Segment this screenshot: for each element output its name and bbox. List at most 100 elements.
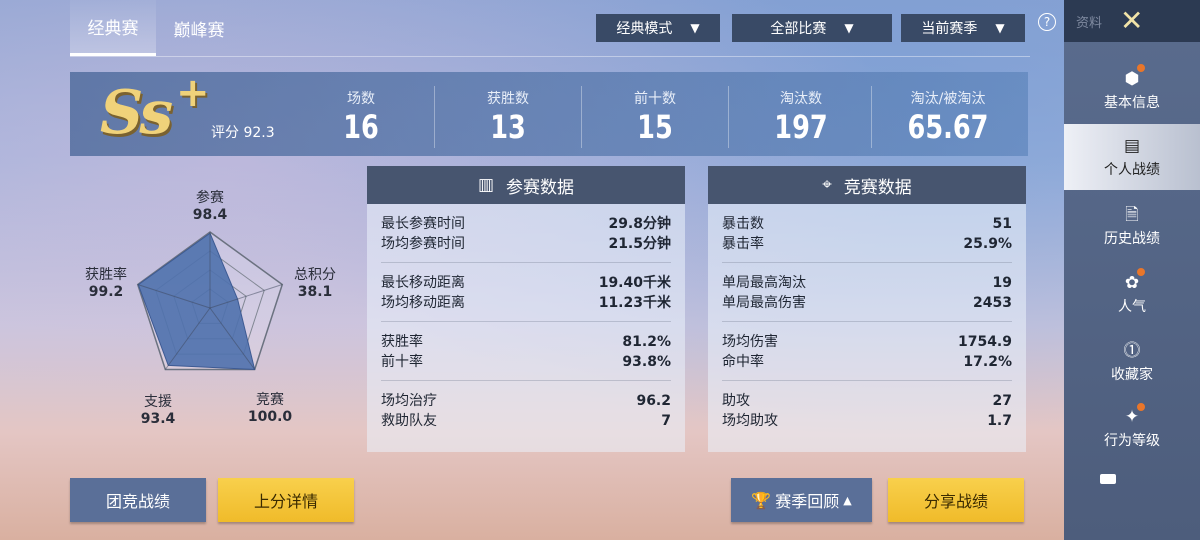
sidebar-item-behavior-level[interactable]: ✦ 行为等级 <box>1064 396 1200 460</box>
panel-header: ▥ 参赛数据 <box>367 166 685 204</box>
divider <box>581 86 582 148</box>
crosshair-icon: ⌖ <box>822 175 832 195</box>
stat-value: 29.8分钟 <box>608 216 671 232</box>
collector-medal-icon: ⓵ <box>1123 340 1141 361</box>
competition-panel: ⌖ 竞赛数据 暴击数 51 暴击率 25.9% 单局最高淘汰 19 单局最高伤害 2453 场均伤… <box>708 166 1026 452</box>
stat-value: 19 <box>992 275 1012 291</box>
stat-row: 场均移动距离 11.23千米 <box>381 293 671 313</box>
sidebar-item-personal-record[interactable]: ▤ 个人战绩 <box>1064 124 1200 190</box>
stat-value: 93.8% <box>622 354 671 370</box>
chevron-up-icon: ▲ <box>843 493 852 507</box>
rose-hex-icon: ✿ <box>1124 272 1140 293</box>
stat-kd: 淘汰/被淘汰 65.67 <box>875 88 1021 146</box>
sidebar-header <box>1064 0 1200 42</box>
trophy-icon: 🏆 <box>751 490 772 510</box>
stat-label: 场均助攻 <box>722 413 778 429</box>
stat-label: 淘汰数 <box>780 91 822 107</box>
stat-row: 场均助攻 1.7 <box>722 411 1012 431</box>
sidebar-item-label: 人气 <box>1118 298 1146 315</box>
stat-value: 16 <box>343 108 379 146</box>
rank-plus: + <box>176 70 210 116</box>
menu-icon[interactable] <box>1100 474 1116 484</box>
sidebar-item-label: 收藏家 <box>1111 366 1153 383</box>
notification-dot <box>1137 64 1145 72</box>
stat-value: 15 <box>637 108 673 146</box>
stat-group: 最长移动距离 19.40千米 场均移动距离 11.23千米 <box>381 263 671 322</box>
stat-label: 最长参赛时间 <box>381 216 465 232</box>
sidebar-title: 资料 <box>1076 16 1103 31</box>
stat-label: 前十数 <box>634 91 676 107</box>
stat-label: 场均伤害 <box>722 334 778 350</box>
sidebar-item-label: 基本信息 <box>1104 94 1160 111</box>
stat-group: 助攻 27 场均助攻 1.7 <box>722 381 1012 439</box>
stat-value: 1.7 <box>987 413 1012 429</box>
sidebar-item-history[interactable]: 🗎 历史战绩 <box>1064 194 1200 258</box>
stat-label: 暴击数 <box>722 216 764 232</box>
stat-row: 单局最高伤害 2453 <box>722 293 1012 313</box>
rankup-details-button[interactable]: 上分详情 <box>218 478 354 522</box>
stat-value: 81.2% <box>622 334 671 350</box>
stat-value: 65.67 <box>907 108 989 146</box>
stat-row: 最长移动距离 19.40千米 <box>381 273 671 293</box>
stat-value: 7 <box>661 413 671 429</box>
profile-hex-icon: ⬢ <box>1124 68 1140 89</box>
question-circle-icon[interactable]: ? <box>1038 13 1056 31</box>
divider <box>434 86 435 148</box>
radar-axis <box>137 284 211 309</box>
radar-label-participation: 参赛 98.4 <box>192 190 228 223</box>
stat-value: 13 <box>490 108 526 146</box>
sidebar-item-popularity[interactable]: ✿ 人气 <box>1064 262 1200 326</box>
panel-title: 参赛数据 <box>506 177 575 198</box>
stat-row: 救助队友 7 <box>381 411 671 431</box>
stat-row: 前十率 93.8% <box>381 352 671 372</box>
stat-eliminations: 淘汰数 197 <box>728 88 874 146</box>
match-dropdown[interactable]: 全部比赛 ▼ <box>732 14 892 42</box>
tab-classic[interactable]: 经典赛 <box>70 0 156 56</box>
stat-label: 前十率 <box>381 354 423 370</box>
radar-label-win-rate: 获胜率 99.2 <box>85 267 127 300</box>
panel-header: ⌖ 竞赛数据 <box>708 166 1026 204</box>
dropdown-label: 全部比赛 <box>770 21 827 37</box>
stat-label: 救助队友 <box>381 413 437 429</box>
stat-label: 场均治疗 <box>381 393 437 409</box>
stat-top10: 前十数 15 <box>582 88 728 146</box>
chevron-down-icon: ▼ <box>844 21 854 35</box>
close-x-icon[interactable]: ✕ <box>1120 4 1144 37</box>
notification-dot <box>1137 403 1145 411</box>
mode-dropdown[interactable]: 经典模式 ▼ <box>596 14 720 42</box>
share-record-button[interactable]: 分享战绩 <box>888 478 1024 522</box>
divider <box>728 86 729 148</box>
stat-value: 25.9% <box>963 236 1012 252</box>
notification-dot <box>1137 268 1145 276</box>
radar-chart <box>136 231 284 371</box>
stat-group: 暴击数 51 暴击率 25.9% <box>722 204 1012 263</box>
stat-label: 场数 <box>347 91 375 107</box>
season-review-button[interactable]: 🏆 赛季回顾 ▲ <box>731 478 872 522</box>
stat-value: 11.23千米 <box>598 295 671 311</box>
stat-row: 获胜率 81.2% <box>381 332 671 352</box>
season-dropdown[interactable]: 当前赛季 ▼ <box>901 14 1025 42</box>
dropdown-label: 当前赛季 <box>921 21 978 37</box>
chevron-down-icon: ▼ <box>995 21 1005 35</box>
rank-emblem: Ss <box>100 78 173 148</box>
sidebar-item-label: 历史战绩 <box>1104 230 1160 247</box>
stat-group: 获胜率 81.2% 前十率 93.8% <box>381 322 671 381</box>
radar-label-competition: 竞赛 100.0 <box>247 392 293 425</box>
stat-row: 暴击率 25.9% <box>722 234 1012 254</box>
stat-group: 场均治疗 96.2 救助队友 7 <box>381 381 671 439</box>
tab-peak[interactable]: 巅峰赛 <box>173 20 225 41</box>
radar-axis <box>164 307 211 370</box>
stat-row: 场均参赛时间 21.5分钟 <box>381 234 671 254</box>
sidebar-item-basic-info[interactable]: ⬢ 基本信息 <box>1064 58 1200 122</box>
rating-score: 评分 92.3 <box>211 125 275 141</box>
stat-group: 最长参赛时间 29.8分钟场均参赛时间 21.5分钟 <box>381 204 671 263</box>
team-record-button[interactable]: 团竞战绩 <box>70 478 206 522</box>
stat-label: 淘汰/被淘汰 <box>910 91 986 107</box>
panel-title: 竞赛数据 <box>843 177 912 198</box>
dropdown-label: 经典模式 <box>616 21 673 37</box>
stat-row: 场均伤害 1754.9 <box>722 332 1012 352</box>
participation-panel: ▥ 参赛数据 最长参赛时间 29.8分钟 场均参赛时间 21.5分钟 最长移动距离 19.4… <box>367 166 685 452</box>
divider <box>871 86 872 148</box>
sidebar-item-collector[interactable]: ⓵ 收藏家 <box>1064 330 1200 394</box>
stat-value: 197 <box>774 108 828 146</box>
